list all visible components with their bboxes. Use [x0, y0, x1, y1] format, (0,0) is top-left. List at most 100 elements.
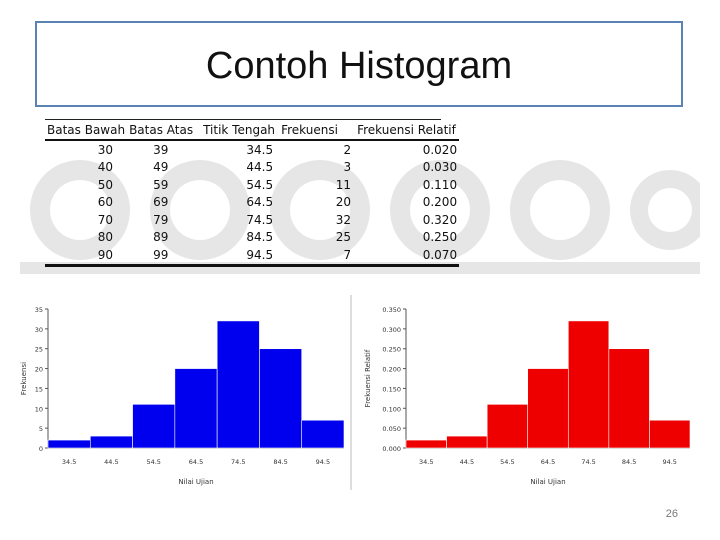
cell-batas-atas: 89: [153, 230, 169, 245]
x-axis-label: Nilai Ujian: [178, 478, 213, 486]
y-tick-label: 15: [35, 385, 43, 393]
y-axis-label: Frekuensi: [20, 362, 28, 395]
cell-batas-atas: 49: [153, 160, 169, 175]
cell-frekuensi-relatif: 0.020: [422, 142, 458, 157]
cell-titik-tengah: 34.5: [246, 142, 274, 157]
x-tick-label: 94.5: [316, 458, 330, 466]
x-tick-label: 74.5: [231, 458, 245, 466]
slide-title: Contoh Histogram: [205, 45, 513, 87]
chart-divider: [350, 295, 352, 490]
frequency-histogram-svg: 0 5 10 15 20 25 30 35 34.5 44.5 54.5 64.5 74.5 84.5 94…: [20, 306, 345, 486]
table-row: 40 49 44.5 3 0.030: [45, 159, 459, 177]
x-tick-label: 64.5: [541, 458, 555, 466]
x-tick-label: 74.5: [581, 458, 595, 466]
x-tick-label: 84.5: [622, 458, 636, 466]
y-tick-label: 0.100: [382, 405, 401, 413]
histogram-bar: [649, 419, 691, 449]
y-tick-label: 35: [35, 306, 43, 314]
y-tick-label: 0.250: [382, 346, 401, 354]
cell-frekuensi-relatif: 0.070: [355, 246, 460, 267]
cell-batas-atas: 69: [153, 195, 169, 210]
x-tick-label: 84.5: [273, 458, 287, 466]
y-tick-label: 0.150: [382, 385, 401, 393]
histogram-bar: [446, 435, 488, 449]
y-tick-label: 0.350: [382, 306, 401, 314]
cell-titik-tengah: 84.5: [246, 230, 274, 245]
cell-titik-tengah: 54.5: [246, 177, 274, 192]
table-row: 30 39 34.5 2 0.020: [45, 140, 459, 159]
header-batas-atas: Batas Atas: [127, 121, 202, 141]
histogram-bar: [405, 439, 447, 449]
x-tick-label: 34.5: [419, 458, 433, 466]
frequency-histogram: 0 5 10 15 20 25 30 35 34.5 44.5 54.5 64.5 74.5 84.5 94…: [14, 297, 350, 501]
table-row: 80 89 84.5 25 0.250: [45, 229, 459, 247]
y-axis-label: Frekuensi Relatif: [364, 349, 372, 407]
x-tick-label: 34.5: [62, 458, 76, 466]
table-row: 90 99 94.5 7 0.070: [45, 246, 460, 267]
histogram-bar: [259, 348, 303, 449]
y-tick-label: 10: [35, 405, 43, 413]
y-tick-label: 20: [35, 366, 43, 374]
cell-batas-atas: 59: [153, 177, 169, 192]
cell-titik-tengah: 44.5: [246, 160, 274, 175]
cell-frekuensi-relatif: 0.030: [422, 160, 458, 175]
cell-batas-bawah: 80: [97, 230, 114, 245]
cell-titik-tengah: 94.5: [201, 246, 280, 267]
y-tick-label: 0: [39, 445, 43, 453]
cell-batas-bawah: 90: [45, 246, 128, 267]
table-header-row: Batas Bawah Batas Atas Titik Tengah Frek…: [45, 121, 460, 141]
title-box: Contoh Histogram: [35, 21, 683, 107]
cell-frekuensi-relatif: 0.320: [422, 212, 458, 227]
cell-frekuensi: 20: [335, 195, 352, 210]
histogram-bar: [301, 419, 345, 449]
y-tick-label: 0.050: [382, 425, 401, 433]
histogram-bar: [132, 404, 176, 449]
cell-batas-bawah: 70: [97, 212, 114, 227]
header-frekuensi-relatif: Frekuensi Relatif: [355, 121, 460, 141]
cell-frekuensi: 7: [279, 246, 356, 267]
table-row: 60 69 64.5 20 0.200: [45, 194, 459, 212]
cell-batas-bawah: 40: [97, 160, 114, 175]
histogram-bar: [527, 368, 569, 449]
histogram-bar: [174, 368, 218, 449]
table-row: 50 59 54.5 11 0.110: [45, 176, 459, 194]
table-row: 70 79 74.5 32 0.320: [45, 211, 459, 229]
cell-titik-tengah: 64.5: [246, 195, 274, 210]
cell-batas-atas: 99: [127, 246, 202, 267]
histogram-bar: [216, 320, 260, 449]
cell-batas-bawah: 50: [97, 177, 114, 192]
header-batas-bawah: Batas Bawah: [45, 121, 128, 141]
x-tick-label: 44.5: [104, 458, 118, 466]
histogram-bar: [89, 435, 133, 449]
cell-frekuensi: 25: [335, 230, 352, 245]
x-axis-label: Nilai Ujian: [530, 478, 565, 486]
histogram-bar: [608, 348, 650, 449]
cell-frekuensi: 32: [335, 212, 352, 227]
cell-frekuensi-relatif: 0.110: [422, 177, 458, 192]
histogram-bar: [486, 404, 529, 449]
cell-frekuensi: 3: [343, 160, 352, 175]
cell-batas-atas: 39: [153, 142, 169, 157]
y-tick-label: 5: [39, 425, 43, 433]
frequency-table: Batas Bawah Batas Atas Titik Tengah Frek…: [45, 121, 460, 267]
x-tick-label: 44.5: [460, 458, 474, 466]
histogram-bar: [47, 439, 91, 449]
page-number: 26: [665, 508, 678, 520]
cell-frekuensi: 11: [335, 177, 352, 192]
header-frekuensi: Frekuensi: [279, 121, 356, 141]
histogram-bar: [567, 320, 610, 449]
y-tick-label: 0.300: [382, 326, 401, 334]
cell-frekuensi-relatif: 0.250: [422, 230, 458, 245]
cell-batas-bawah: 60: [97, 195, 114, 210]
x-tick-label: 64.5: [189, 458, 203, 466]
table-top-rule: [45, 119, 441, 120]
y-tick-label: 25: [35, 346, 43, 354]
relative-frequency-histogram: 0.000 0.050 0.100 0.150 0.200 0.250 0.300 0.350…: [360, 297, 700, 501]
x-tick-label: 94.5: [662, 458, 676, 466]
cell-frekuensi: 2: [343, 142, 352, 157]
header-titik-tengah: Titik Tengah: [201, 121, 280, 141]
cell-batas-bawah: 30: [97, 142, 114, 157]
x-tick-label: 54.5: [146, 458, 160, 466]
university-logo-watermark: [20, 150, 710, 290]
relative-frequency-histogram-svg: 0.000 0.050 0.100 0.150 0.200 0.250 0.300 0.350…: [364, 306, 691, 486]
